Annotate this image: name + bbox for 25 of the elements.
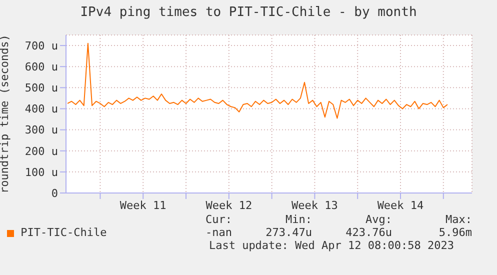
x-tick-label: Week 11	[120, 198, 166, 212]
text: Max:	[444, 213, 472, 226]
text: 273.47u	[264, 226, 312, 239]
legend-label: PIT-TIC-Chile	[20, 225, 108, 239]
x-tick-label: Week 13	[292, 198, 338, 212]
text: Avg:	[364, 213, 392, 226]
x-tick-label: Week 14	[377, 198, 424, 212]
text: 423.76u	[344, 226, 392, 239]
y-tick-label: 500 u	[24, 82, 58, 95]
y-tick-label: 700 u	[24, 39, 58, 52]
text: Min:	[284, 213, 312, 226]
text: Cur:	[204, 213, 232, 226]
y-tick-label: 200 u	[24, 144, 58, 158]
x-tick-label: Week 12	[206, 198, 252, 212]
y-tick-label: 600 u	[24, 60, 58, 74]
text: -nan	[204, 226, 232, 239]
y-tick-label: 0	[51, 186, 58, 200]
y-tick-label: 300 u	[24, 124, 58, 137]
y-axis-title: roundtrip time (seconds)	[0, 34, 11, 194]
y-tick-label: 400 u	[24, 102, 58, 116]
chart-title: IPv4 ping times to PIT-TIC-Chile - by month	[79, 4, 418, 22]
y-tick-label: 100 u	[24, 166, 58, 179]
line-series	[67, 42, 448, 119]
text: Last update: Wed Apr 12 08:00:58 2023	[208, 239, 455, 252]
text: 5.96m	[438, 226, 472, 239]
